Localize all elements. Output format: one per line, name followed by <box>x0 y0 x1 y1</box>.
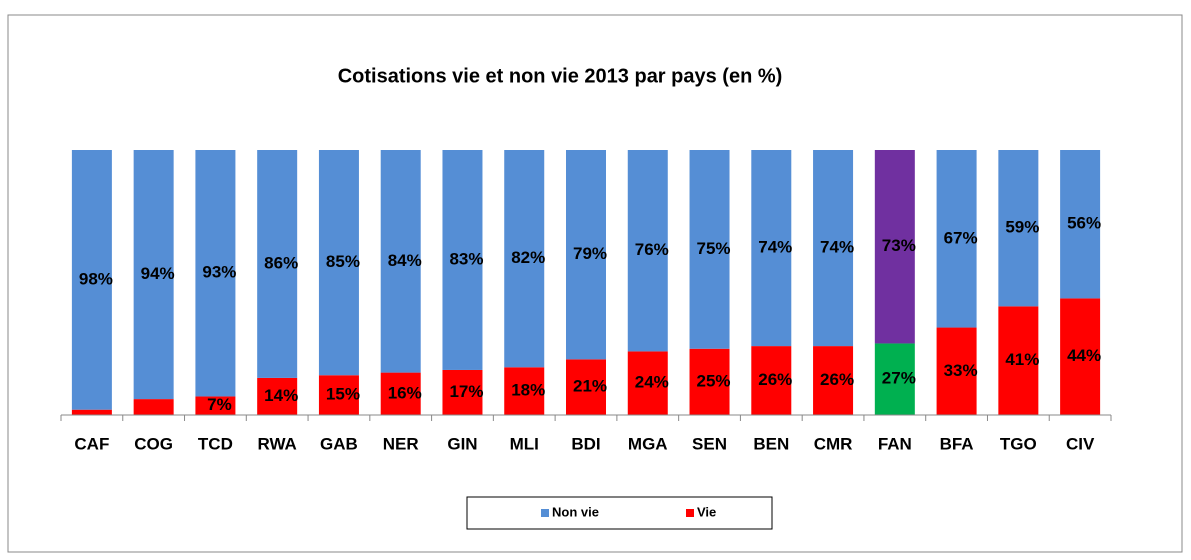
bar-segment <box>1060 150 1101 299</box>
x-tick-label: MLI <box>510 434 539 453</box>
data-label: 16% <box>388 383 422 402</box>
bar-segment <box>936 327 977 415</box>
data-label: 56% <box>1067 214 1101 233</box>
bar-segment <box>257 150 298 378</box>
data-label: 94% <box>141 264 175 283</box>
bar-segment <box>442 150 483 370</box>
data-label: 73% <box>882 236 916 255</box>
data-label: 15% <box>326 385 360 404</box>
data-label: 33% <box>944 361 978 380</box>
data-label: 18% <box>511 381 545 400</box>
legend-swatch <box>541 509 549 517</box>
data-label: 44% <box>1067 346 1101 365</box>
data-label: 26% <box>820 370 854 389</box>
bar-segment <box>195 396 236 415</box>
data-label: 82% <box>511 248 545 267</box>
x-tick-label: GAB <box>320 434 358 453</box>
bar-segment <box>504 150 545 368</box>
x-tick-label: RWA <box>257 434 296 453</box>
data-label: 7% <box>207 395 232 414</box>
bar-segment <box>566 359 606 415</box>
bar-segment <box>380 150 421 373</box>
bar-segment <box>936 150 977 328</box>
legend-label: Vie <box>697 504 716 519</box>
data-label: 86% <box>264 253 298 272</box>
bar-segment <box>318 150 359 376</box>
bar-segment <box>195 150 236 397</box>
data-label: 85% <box>326 252 360 271</box>
bar-segment <box>874 343 915 415</box>
bar-segment <box>813 346 854 415</box>
x-tick-label: CMR <box>814 434 853 453</box>
bar-segment <box>874 150 915 344</box>
data-label: 76% <box>635 240 669 259</box>
bar-segment <box>689 348 730 415</box>
bar-segment <box>627 150 668 352</box>
bar-segment <box>133 150 174 400</box>
x-tick-label: BEN <box>753 434 789 453</box>
bar-segment <box>627 351 668 415</box>
bar-segment <box>813 150 854 347</box>
data-label: 93% <box>202 263 236 282</box>
bar-segment <box>751 150 792 347</box>
legend-label: Non vie <box>552 504 599 519</box>
bar-segment <box>380 372 421 415</box>
bar-segment <box>998 306 1039 415</box>
bar-segment <box>71 409 112 415</box>
data-label: 41% <box>1005 350 1039 369</box>
data-label: 24% <box>635 373 669 392</box>
legend-swatch <box>686 509 694 517</box>
bar-segment <box>689 150 730 349</box>
data-label: 79% <box>573 244 607 263</box>
data-label: 74% <box>820 238 854 257</box>
x-tick-label: TCD <box>198 434 233 453</box>
x-tick-label: TGO <box>1000 434 1037 453</box>
data-label: 27% <box>882 369 916 388</box>
data-label: 59% <box>1005 218 1039 237</box>
data-label: 21% <box>573 377 607 396</box>
bar-segment <box>133 399 174 415</box>
bar-segment <box>318 375 359 415</box>
bar-segment <box>504 367 545 415</box>
data-label: 17% <box>449 382 483 401</box>
x-tick-label: CIV <box>1066 434 1095 453</box>
x-tick-label: COG <box>134 434 173 453</box>
x-tick-label: SEN <box>692 434 727 453</box>
x-tick-label: MGA <box>628 434 668 453</box>
data-label: 25% <box>697 371 731 390</box>
x-tick-label: CAF <box>74 434 109 453</box>
bar-segment <box>442 369 483 415</box>
legend-box <box>466 496 773 530</box>
data-label: 14% <box>264 386 298 405</box>
chart-title: Cotisations vie et non vie 2013 par pays… <box>338 65 783 87</box>
data-label: 26% <box>758 370 792 389</box>
data-label: 75% <box>697 239 731 258</box>
bar-segment <box>751 346 792 415</box>
data-label: 84% <box>388 251 422 270</box>
bar-segment <box>257 377 298 415</box>
bar-segment <box>566 150 606 360</box>
x-tick-label: FAN <box>878 434 912 453</box>
data-label: 67% <box>944 228 978 247</box>
x-tick-label: BDI <box>571 434 600 453</box>
x-tick-label: NER <box>383 434 419 453</box>
x-tick-label: BFA <box>940 434 974 453</box>
bar-segment <box>71 150 112 410</box>
x-tick-label: GIN <box>447 434 477 453</box>
bar-segment <box>1060 298 1101 415</box>
data-label: 74% <box>758 238 792 257</box>
data-label: 98% <box>79 269 113 288</box>
data-label: 83% <box>449 249 483 268</box>
bar-segment <box>998 150 1039 307</box>
